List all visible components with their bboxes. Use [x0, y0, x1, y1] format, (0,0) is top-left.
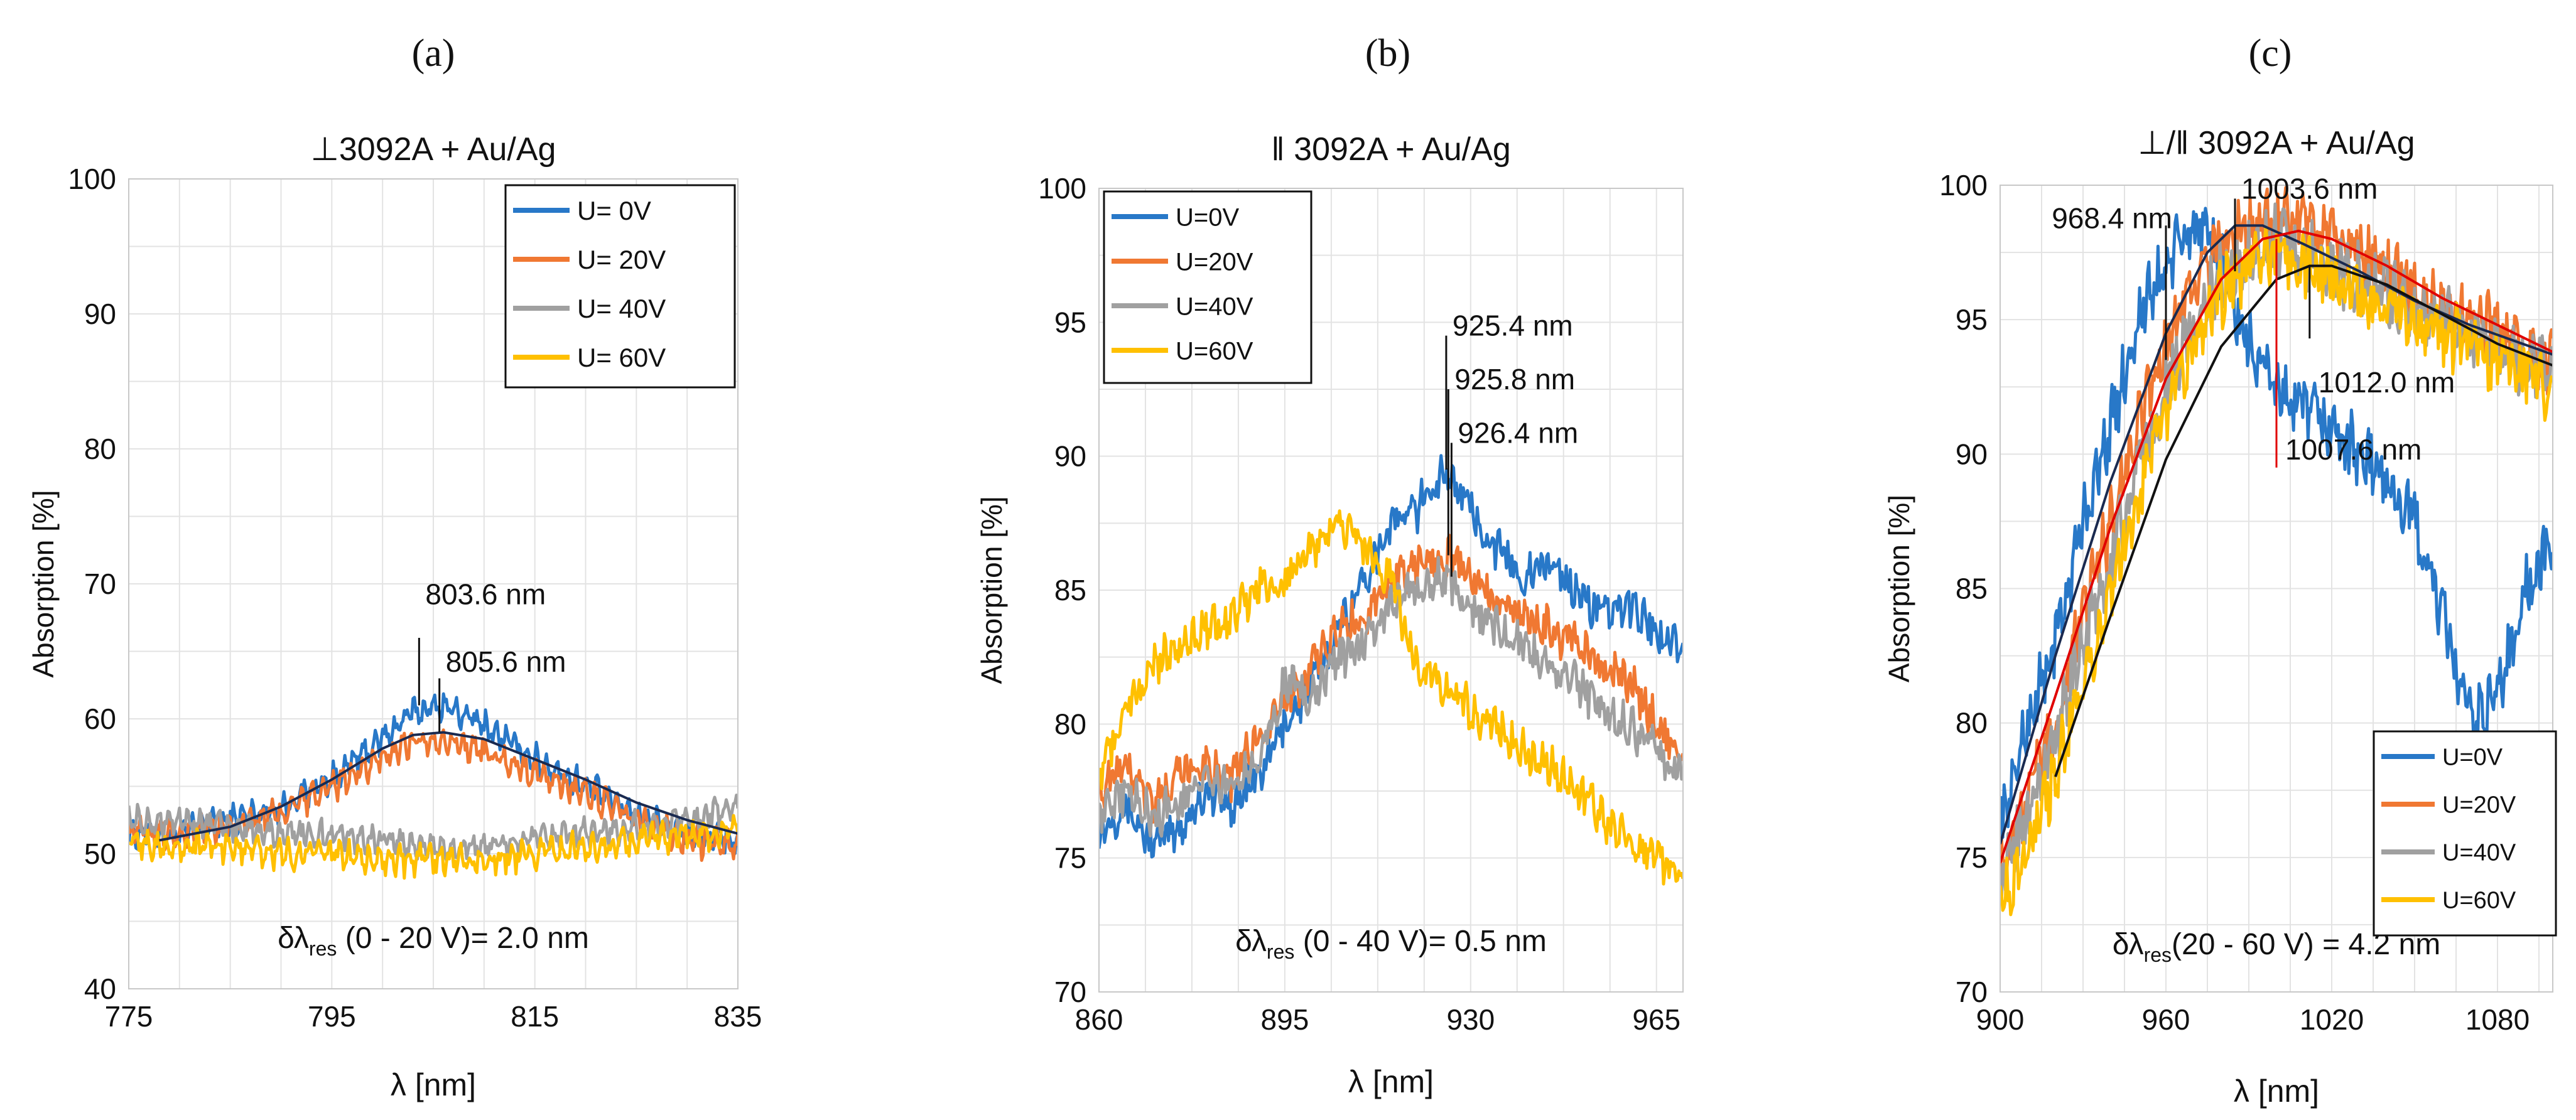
chart-title: ⊥/‖ 3092A + Au/Ag: [2138, 125, 2415, 161]
y-tick-label: 85: [1956, 573, 1988, 605]
fit-curve: [2000, 229, 2553, 864]
resolution-note: δλres (0 - 40 V)= 0.5 nm: [1235, 925, 1547, 963]
y-tick-label: 100: [1939, 169, 1988, 202]
x-tick-label: 1080: [2465, 1003, 2530, 1036]
panel-label: (c): [2249, 32, 2292, 75]
chart-panel-2: (b) ‖ 3092A + Au/Ag 860 895 930 965 70 75 80 85 90…: [975, 32, 1684, 1099]
legend-label: U=60V: [1176, 337, 1253, 365]
y-tick-label: 75: [1956, 841, 1988, 874]
y-tick-label: 70: [1054, 976, 1086, 1008]
series-line-u20v: [1099, 534, 1683, 824]
y-tick-label: 80: [1956, 707, 1988, 740]
y-tick-label: 80: [84, 433, 116, 465]
x-axis-label: λ [nm]: [1348, 1064, 1434, 1099]
annotation-label: 968.4 nm: [2052, 202, 2172, 235]
panel-label: (b): [1365, 32, 1410, 75]
plot-frame: [128, 178, 739, 989]
y-tick-label: 85: [1054, 574, 1086, 606]
series-line-u40v: [129, 794, 738, 862]
series-line-u60v: [129, 814, 738, 880]
y-tick-label: 75: [1054, 842, 1086, 875]
y-tick-label: 40: [84, 972, 116, 1005]
series-line-u0v: [1099, 454, 1683, 859]
legend-label: U=0V: [1176, 203, 1239, 231]
annotation-label: 925.4 nm: [1453, 310, 1573, 342]
legend: U=0V U=20V U=40V U=60V: [1103, 190, 1312, 384]
y-axis-label: Absorption [%]: [27, 490, 60, 677]
series-group: [1099, 454, 1683, 886]
y-tick-label: 90: [1956, 438, 1988, 470]
legend-label: U=20V: [1176, 248, 1253, 276]
resolution-note: δλres (0 - 20 V)= 2.0 nm: [278, 922, 589, 960]
y-axis-label: Absorption [%]: [975, 496, 1008, 684]
y-tick-label: 100: [1038, 172, 1086, 205]
y-tick-label: 95: [1054, 306, 1086, 338]
chart-title: ‖ 3092A + Au/Ag: [1271, 131, 1510, 168]
legend-label: U=40V: [1176, 293, 1253, 320]
legend: U=0V U=20V U=40V U=60V: [2373, 730, 2557, 937]
series-line-u60v: [1099, 509, 1683, 886]
legend-label: U= 40V: [577, 294, 666, 323]
y-tick-label: 90: [1054, 440, 1086, 473]
chart-panel-3: (c) ⊥/‖ 3092A + Au/Ag 900 960 1020 1080 70 75 80…: [1883, 32, 2557, 1109]
annotation-label: 925.8 nm: [1454, 363, 1575, 396]
plot-frame: [2000, 185, 2553, 993]
annotation-label: 1007.6 nm: [2285, 433, 2422, 466]
y-axis-label: Absorption [%]: [1883, 495, 1915, 682]
x-axis-label: λ [nm]: [2234, 1074, 2319, 1109]
x-tick-label: 795: [308, 1000, 356, 1033]
series-group: [129, 692, 738, 880]
chart-title: ⊥3092A + Au/Ag: [311, 131, 556, 168]
x-axis-label: λ [nm]: [391, 1067, 476, 1102]
legend-label: U=60V: [2442, 888, 2516, 914]
resolution-subscript: res: [1267, 940, 1294, 963]
fit-curve: [159, 731, 738, 842]
legend-label: U= 0V: [577, 196, 651, 225]
y-tick-label: 80: [1054, 708, 1086, 740]
plot-frame: [1098, 188, 1684, 993]
legend: U= 0V U= 20V U= 40V U= 60V: [504, 184, 736, 389]
x-tick-label: 1020: [2300, 1003, 2364, 1036]
series-group: [2000, 186, 2553, 917]
series-line-u40v: [1099, 556, 1683, 838]
annotation-label: 926.4 nm: [1458, 416, 1578, 449]
resolution-subscript: res: [2144, 944, 2172, 966]
y-tick-label: 100: [68, 163, 116, 195]
y-tick-label: 60: [84, 703, 116, 735]
resolution-subscript: res: [309, 937, 337, 960]
x-tick-label: 900: [1976, 1003, 2025, 1036]
y-tick-label: 50: [84, 837, 116, 870]
x-tick-label: 860: [1075, 1003, 1123, 1036]
legend-label: U=20V: [2442, 792, 2516, 819]
y-tick-label: 70: [1956, 976, 1988, 1008]
resolution-value: (0 - 40 V)= 0.5 nm: [1294, 925, 1547, 958]
y-tick-label: 95: [1956, 303, 1988, 336]
resolution-symbol: δλ: [1235, 925, 1267, 958]
panel-label: (a): [412, 32, 455, 75]
legend-label: U=0V: [2442, 745, 2503, 771]
annotation-label: 1003.6 nm: [2241, 172, 2378, 205]
resolution-value: (0 - 20 V)= 2.0 nm: [337, 922, 589, 955]
annotation-label: 805.6 nm: [446, 645, 566, 678]
resolution-symbol: δλ: [2113, 928, 2144, 961]
x-tick-label: 815: [511, 1000, 559, 1033]
legend-label: U=40V: [2442, 840, 2516, 866]
y-tick-label: 70: [84, 568, 116, 600]
x-tick-label: 965: [1632, 1003, 1680, 1036]
legend-label: U= 60V: [577, 343, 666, 372]
y-tick-label: 90: [84, 298, 116, 330]
annotation-label: 1012.0 nm: [2319, 366, 2455, 399]
x-tick-label: 775: [105, 1000, 153, 1033]
chart-panel-1: (a) ⊥3092A + Au/Ag 775 795 815 835 40 50 60 70 80 9…: [27, 32, 762, 1102]
annotation-label: 803.6 nm: [425, 578, 546, 610]
legend-box: [504, 184, 736, 389]
x-tick-label: 835: [714, 1000, 762, 1033]
x-tick-label: 930: [1446, 1003, 1495, 1036]
resolution-symbol: δλ: [278, 922, 309, 955]
x-tick-label: 895: [1261, 1003, 1309, 1036]
legend-label: U= 20V: [577, 245, 666, 274]
x-tick-label: 960: [2142, 1003, 2190, 1036]
